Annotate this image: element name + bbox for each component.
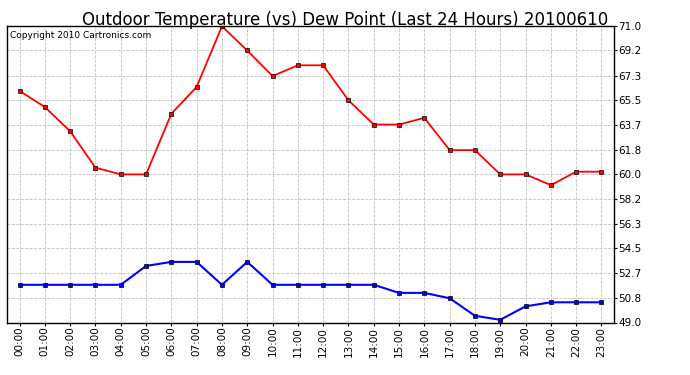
Text: Copyright 2010 Cartronics.com: Copyright 2010 Cartronics.com: [10, 31, 151, 40]
Text: Outdoor Temperature (vs) Dew Point (Last 24 Hours) 20100610: Outdoor Temperature (vs) Dew Point (Last…: [82, 11, 608, 29]
